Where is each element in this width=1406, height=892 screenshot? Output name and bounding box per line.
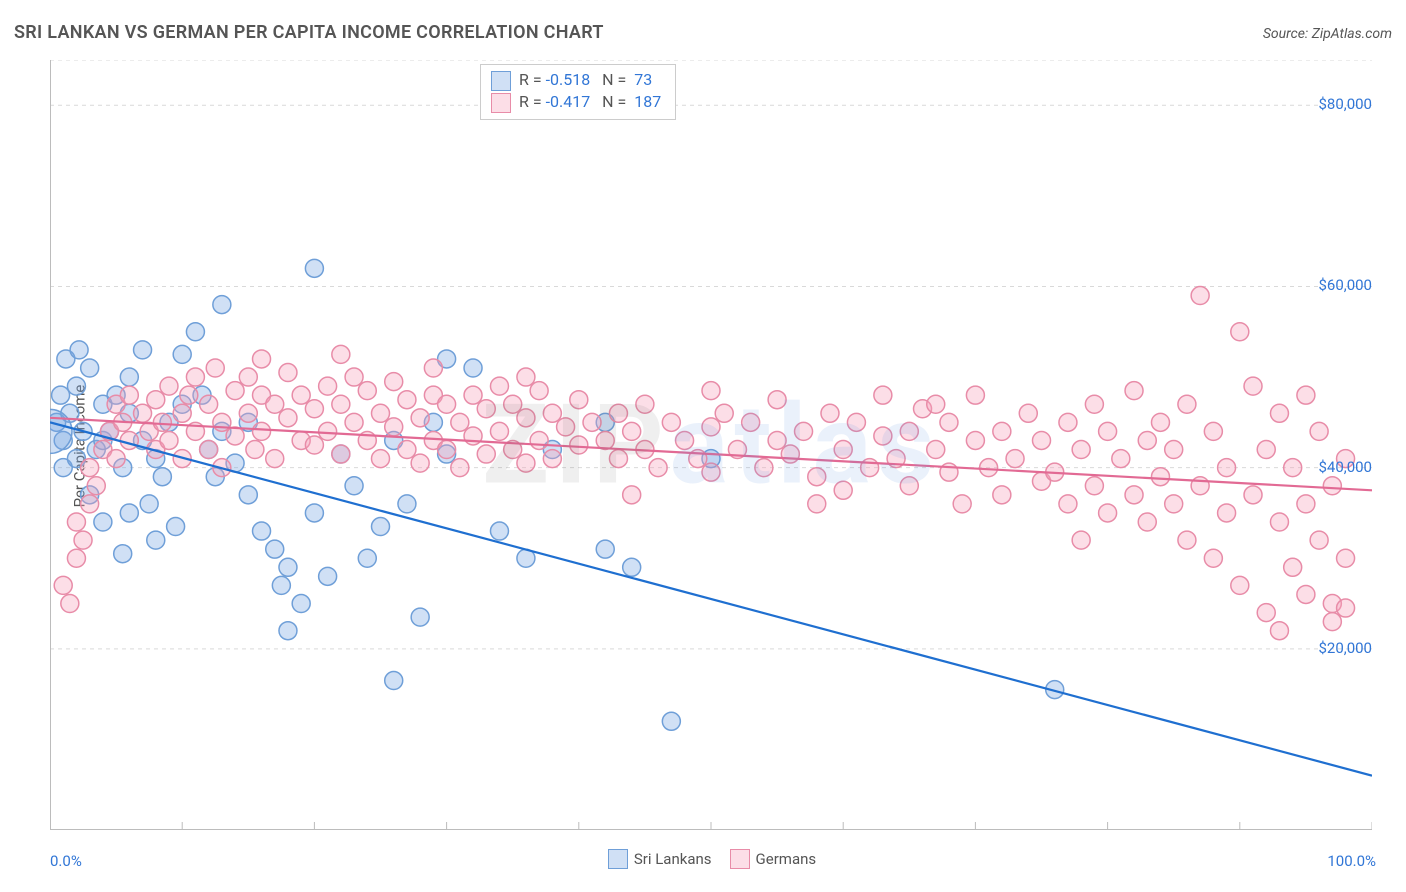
scatter-chart-svg <box>50 60 1372 830</box>
y-tick-label: $40,000 <box>1292 458 1372 476</box>
y-tick-label: $60,000 <box>1292 276 1372 294</box>
y-tick-label: $80,000 <box>1292 95 1372 113</box>
series-germans <box>54 287 1354 640</box>
series-legend: Sri Lankans Germans <box>0 848 1406 869</box>
chart-title: SRI LANKAN VS GERMAN PER CAPITA INCOME C… <box>14 22 604 43</box>
correlation-stats-box: R = -0.518 N = 73R = -0.417 N = 187 <box>480 64 676 120</box>
legend-label: Germans <box>756 850 817 868</box>
y-tick-label: $20,000 <box>1292 639 1372 657</box>
plot-area: ZIPatlas $20,000$40,000$60,000$80,000 R … <box>50 60 1372 830</box>
legend-label: Sri Lankans <box>634 850 712 868</box>
legend-swatch <box>730 849 750 869</box>
source-attribution: Source: ZipAtlas.com <box>1263 26 1392 42</box>
legend-swatch <box>608 849 628 869</box>
